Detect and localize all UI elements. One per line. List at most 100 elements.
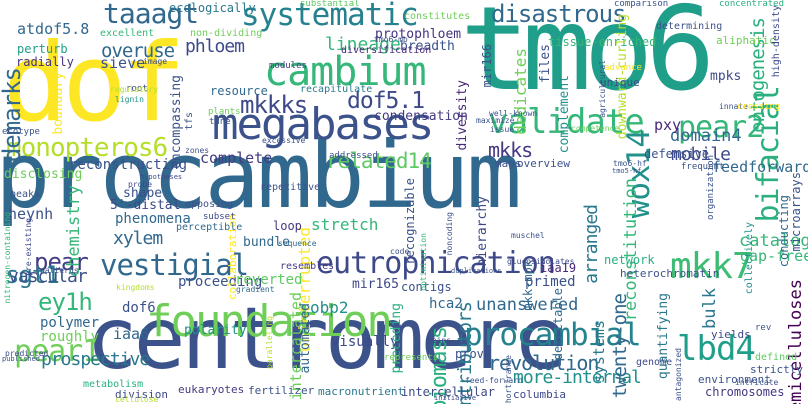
word: network xyxy=(604,253,655,267)
word: patterns xyxy=(40,266,79,275)
word: gap-free xyxy=(740,247,808,265)
word: demarks xyxy=(0,68,26,163)
word: opposing xyxy=(185,199,234,210)
word: overview xyxy=(517,157,570,170)
word: monopteros6 xyxy=(6,133,168,163)
word: overuse xyxy=(101,40,175,62)
word: systems xyxy=(590,320,608,384)
word: sequence xyxy=(278,239,317,248)
word: sgt1 xyxy=(5,261,60,289)
word: fertilizer xyxy=(248,384,315,397)
word: paralleling xyxy=(265,316,274,369)
word: antagonized xyxy=(674,348,683,401)
word: organization xyxy=(706,155,716,221)
word: primed xyxy=(525,274,576,290)
word: high-density xyxy=(771,5,782,78)
word: radially xyxy=(16,55,74,69)
word: mpks xyxy=(710,69,742,84)
word: pear xyxy=(34,248,89,276)
word: subset xyxy=(203,212,236,222)
word: loop xyxy=(273,219,302,233)
word: tune xyxy=(209,117,231,127)
word: procambium xyxy=(0,122,522,229)
word: code xyxy=(390,247,410,256)
word: concentrated xyxy=(719,0,785,9)
word: hemicelluloses xyxy=(786,279,806,404)
word: systematic xyxy=(241,0,419,33)
word: short-range xyxy=(504,355,513,404)
word: lignin xyxy=(115,95,144,104)
word: stretch xyxy=(311,215,379,234)
word: unanswered xyxy=(476,295,579,315)
word: root xyxy=(126,84,148,94)
word: zones xyxy=(185,146,210,155)
word: encompassing xyxy=(169,75,184,169)
word: yields xyxy=(711,328,751,341)
word: centromere xyxy=(86,289,568,389)
word: domain4 xyxy=(670,126,742,146)
word: condensation xyxy=(374,109,468,124)
word: phenomena xyxy=(115,211,191,227)
word: feedforward xyxy=(712,158,808,176)
word: pxy xyxy=(654,116,682,134)
word: veins xyxy=(427,336,452,345)
word: ey1h xyxy=(38,288,93,316)
word: crossing xyxy=(737,102,781,112)
word: aliphatic xyxy=(716,34,776,47)
word: regulatory xyxy=(110,85,159,94)
word: sieve xyxy=(100,54,146,72)
word: diversification xyxy=(341,45,432,56)
word: vascular xyxy=(8,266,88,287)
word: reverted xyxy=(235,272,303,288)
word: polarity xyxy=(184,323,247,338)
word: validate xyxy=(488,102,645,142)
word: reconstitution xyxy=(621,178,641,322)
word: prospective xyxy=(41,349,150,370)
word: hierarchy xyxy=(475,196,490,267)
word: hca2 xyxy=(429,296,463,312)
word: genome xyxy=(636,357,673,368)
word: taaagt xyxy=(103,0,199,30)
word: ecologically xyxy=(169,1,256,15)
word: advance xyxy=(604,63,642,73)
word: revolution xyxy=(488,351,599,375)
word: constitutes xyxy=(404,11,471,22)
word: atdof5.8 xyxy=(17,20,90,38)
word: represents xyxy=(384,353,439,363)
word: mkks xyxy=(488,138,533,162)
word: detectable xyxy=(551,288,565,361)
word: dof xyxy=(3,21,186,146)
word: lineage xyxy=(325,34,401,55)
word: arranged xyxy=(581,205,602,284)
word: dof6 xyxy=(122,300,156,316)
word: resource xyxy=(210,84,268,98)
word: mkk-mpk xyxy=(521,260,535,311)
word: more-internal xyxy=(513,367,642,388)
word: proceeding xyxy=(178,274,263,290)
word: noncoding xyxy=(445,212,454,256)
word: perceptible xyxy=(176,222,243,233)
word: substantial xyxy=(300,0,360,9)
word: pre-existing xyxy=(24,218,33,276)
word: frequent xyxy=(681,162,725,172)
word: comparison xyxy=(614,0,669,9)
word: bundle xyxy=(243,235,290,250)
word: columbia xyxy=(513,388,566,401)
word: environment xyxy=(698,373,771,386)
word: tmo6-hf xyxy=(613,159,647,168)
word: pear2 xyxy=(678,110,764,145)
word: disastrous xyxy=(491,0,626,28)
word: defined xyxy=(755,352,798,363)
word: non-dividing xyxy=(190,28,263,39)
word: perturb xyxy=(17,42,68,56)
word: protophloem xyxy=(375,27,462,42)
word: excellent xyxy=(100,28,155,39)
word: agricultural xyxy=(598,60,607,118)
word: foundation xyxy=(146,296,393,347)
word: complement xyxy=(557,75,572,154)
word: mir165 xyxy=(352,277,399,292)
word: division xyxy=(115,388,168,401)
word: plants xyxy=(208,107,241,117)
word: kingdoms xyxy=(116,283,155,292)
